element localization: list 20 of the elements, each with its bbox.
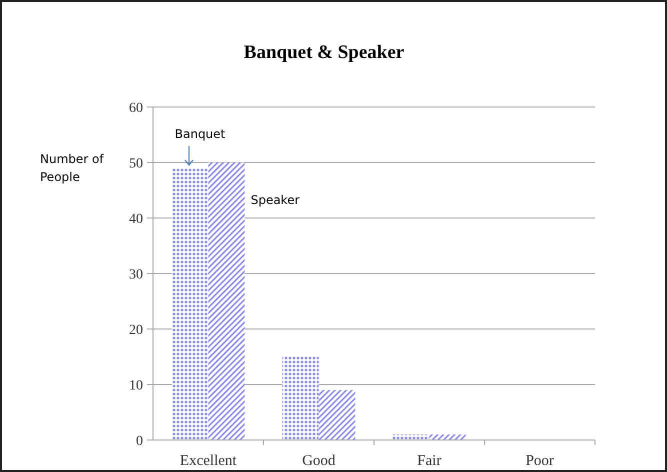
y-tick-label: 0: [136, 434, 143, 449]
bar: [208, 162, 245, 440]
text: Banquet: [174, 127, 226, 142]
y-tick-label: 10: [129, 378, 143, 394]
x-tick-label: Excellent: [180, 453, 238, 469]
bar: [392, 434, 430, 440]
bar: [172, 168, 208, 440]
chart-title: Banquet & Speaker: [244, 42, 405, 63]
x-tick-label: Good: [302, 453, 336, 469]
y-tick-label: 20: [129, 322, 143, 338]
bar: [318, 390, 356, 440]
y-tick-label: 30: [129, 267, 143, 282]
x-tick-label: Poor: [526, 453, 554, 469]
x-tick-label: Fair: [417, 453, 442, 469]
y-tick-label: 50: [129, 156, 143, 172]
series-label: Speaker: [250, 193, 300, 208]
y-axis-title: Number of People: [40, 152, 104, 184]
y-tick-label: 40: [129, 212, 143, 227]
bar: [282, 356, 319, 440]
y-tick-label: 60: [129, 100, 143, 116]
